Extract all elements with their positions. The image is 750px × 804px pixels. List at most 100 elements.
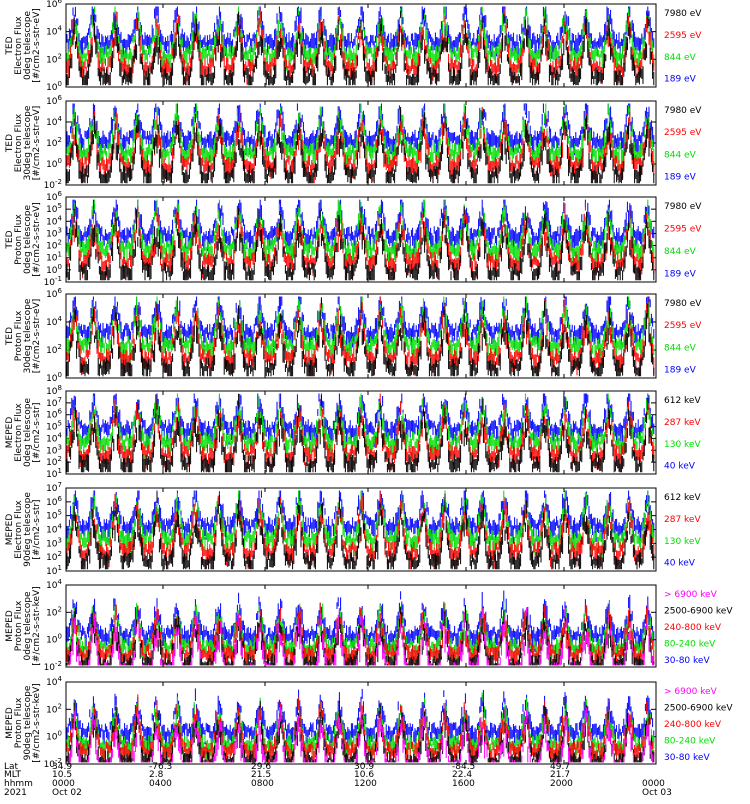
- panel-0-legend-item: 2595 eV: [664, 31, 702, 41]
- panel-4-ytick-label: 103: [46, 443, 62, 456]
- panel-5-ytick-label: 101: [46, 564, 62, 577]
- panel-1-ylabel-line: Electron Flux: [14, 113, 24, 172]
- panel-7-ylabel-line: Proton Flux: [14, 697, 24, 748]
- time-axis-value: 0000: [642, 779, 665, 789]
- tick-exponent: 0: [58, 263, 62, 271]
- panel-1-ylabel-line: [#/cm2-s-str-eV]: [32, 106, 42, 181]
- panel-3-ytick-label: 100: [46, 371, 62, 384]
- panel-1-ylabel-line: 30deg telescope: [23, 105, 33, 180]
- tick-exponent: 4: [58, 523, 63, 531]
- panel-4-legend-item: 612 keV: [664, 396, 701, 406]
- tick-base: 10: [46, 55, 58, 65]
- panel-4-ytick-label: 107: [46, 396, 62, 409]
- panel-4-series-trace: [66, 393, 655, 473]
- tick-base: 10: [46, 139, 58, 149]
- panel-6-frame: [65, 584, 657, 668]
- tick-base: 10: [46, 705, 58, 715]
- tick-base: 10: [46, 567, 58, 577]
- panel-3-legend-item: 7980 eV: [664, 299, 702, 309]
- time-axis-value: Oct 02: [52, 788, 82, 798]
- tick-exponent: 6: [58, 495, 63, 503]
- panel-5-ylabel-line: 90deg telescope: [23, 492, 33, 567]
- panel-7-ytick-label: 102: [46, 702, 62, 715]
- panel-3-ylabel-line: 30deg telescope: [23, 298, 33, 373]
- panel-2-ytick-label: 101: [46, 251, 62, 264]
- panel-2-ylabel-line: TED: [5, 230, 15, 249]
- panel-1-legend-item: 844 eV: [664, 150, 697, 160]
- tick-exponent: 2: [58, 550, 62, 558]
- tick-exponent: 2: [58, 455, 62, 463]
- panel-4-ytick-label: 106: [46, 408, 62, 421]
- panel-2-ytick-label: 103: [46, 226, 62, 239]
- tick-exponent: 4: [58, 675, 63, 683]
- tick-base: 10: [46, 608, 58, 618]
- panel-1-series-trace: [66, 107, 655, 184]
- panel-2-ylabel-line: 0deg telescope: [23, 205, 33, 275]
- tick-exponent: 0: [58, 633, 62, 641]
- time-axis-value: 10.6: [354, 770, 374, 780]
- tick-base: 10: [44, 760, 56, 770]
- panel-0-frame: [65, 3, 657, 88]
- panel-6-legend-item: > 6900 keV: [664, 590, 718, 600]
- panel-4-ytick-label: 108: [46, 384, 62, 397]
- tick-base: 10: [46, 217, 58, 227]
- panel-7-ytick-label: 100: [46, 730, 62, 743]
- tick-exponent: 2: [58, 605, 62, 613]
- panel-3-series-trace: [66, 297, 655, 377]
- panel-3-ytick-label: 106: [46, 287, 62, 300]
- panel-2-ytick-label: 105: [46, 202, 62, 215]
- panel-4-ylabel-line: MEPED: [5, 417, 15, 449]
- panel-7-legend-item: > 6900 keV: [664, 687, 718, 697]
- tick-base: 10: [46, 539, 58, 549]
- tick-exponent: -1: [55, 275, 62, 283]
- panel-1-ytick-label: 106: [46, 94, 62, 107]
- tick-base: 10: [46, 318, 58, 328]
- panel-5-ytick-label: 106: [46, 495, 62, 508]
- panel-2-ytick-label: 106: [46, 190, 62, 203]
- tick-base: 10: [46, 374, 58, 384]
- panel-4-ylabel-line: Electron Flux: [14, 403, 24, 462]
- panel-4-ytick-label: 102: [46, 455, 62, 468]
- panel-7-frame: [65, 681, 657, 765]
- panel-4-ytick-label: 104: [46, 431, 62, 444]
- tick-exponent: 1: [58, 251, 62, 259]
- panel-2-ylabel-line: [#/cm2-s-str-eV]: [32, 202, 42, 277]
- tick-base: 10: [46, 0, 58, 10]
- panel-0-ylabel-line: TED: [5, 36, 15, 55]
- panel-5-ytick-label: 103: [46, 536, 62, 549]
- tick-exponent: -2: [55, 757, 62, 765]
- panel-6-legend-item: 240-800 keV: [664, 623, 722, 633]
- tick-base: 10: [46, 512, 58, 522]
- time-axis-row-label: MLT: [4, 770, 22, 780]
- time-axis-value: 22.4: [452, 770, 472, 780]
- tick-exponent: 7: [58, 396, 62, 404]
- tick-base: 10: [46, 458, 58, 468]
- panel-5-legend-item: 40 keV: [664, 559, 696, 569]
- time-axis-value: 0800: [251, 779, 274, 789]
- tick-base: 10: [46, 733, 58, 743]
- tick-exponent: 2: [58, 702, 62, 710]
- panel-6-ylabel-line: 0deg telescope: [23, 591, 33, 661]
- panel-0-ytick-label: 102: [46, 52, 62, 65]
- panel-3-legend-item: 844 eV: [664, 343, 697, 353]
- panel-6-series-trace: [68, 605, 655, 666]
- tick-exponent: 0: [58, 80, 62, 88]
- panel-6-ytick-label: 104: [46, 578, 62, 591]
- time-axis-value: -76.3: [149, 762, 172, 772]
- tick-base: 10: [46, 423, 58, 433]
- tick-exponent: 0: [58, 157, 62, 165]
- panel-1-ytick-label: 104: [46, 115, 62, 128]
- tick-base: 10: [46, 346, 58, 356]
- tick-exponent: -2: [55, 660, 62, 668]
- panel-7-ytick-label: 10-2: [44, 757, 62, 770]
- tick-exponent: 1: [58, 564, 62, 572]
- tick-base: 10: [46, 83, 58, 93]
- panel-3-ylabel-line: TED: [5, 327, 15, 346]
- panel-4-legend-item: 130 keV: [664, 440, 701, 450]
- tick-base: 10: [46, 28, 58, 38]
- panel-2-ytick-label: 104: [46, 214, 62, 227]
- panel-4-frame: [65, 390, 657, 475]
- panel-5-series-trace: [66, 492, 655, 570]
- panel-2-legend-item: 7980 eV: [664, 202, 702, 212]
